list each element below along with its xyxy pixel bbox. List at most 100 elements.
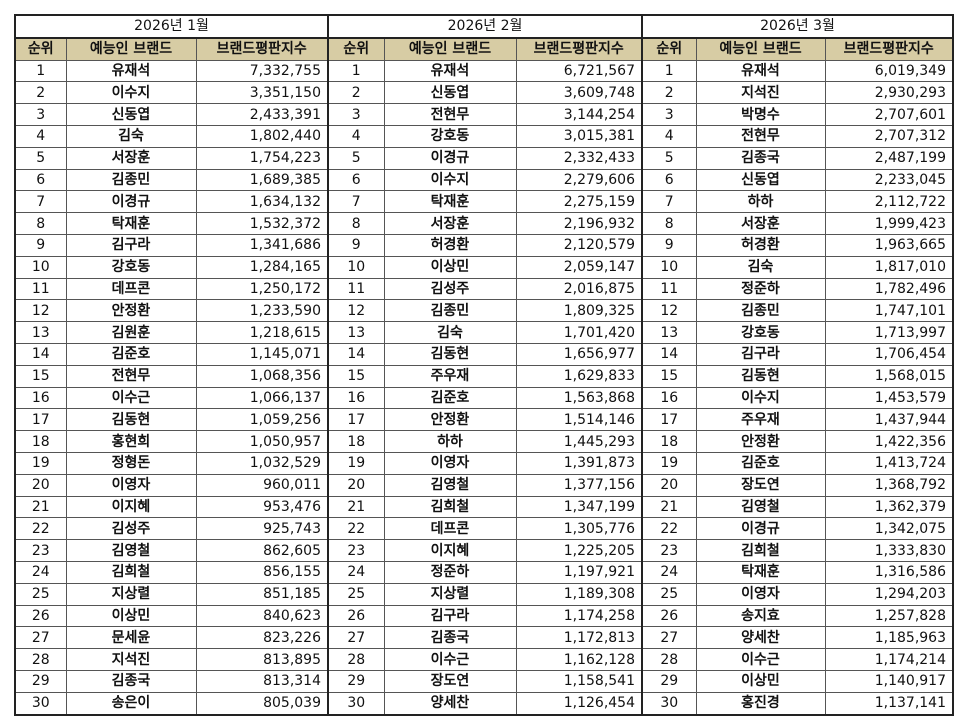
rank-cell: 22 [641, 517, 697, 541]
brand-name-cell: 송지효 [695, 604, 826, 628]
score-cell: 1,341,686 [195, 233, 329, 257]
brand-name-cell: 이영자 [695, 582, 826, 606]
brand-name-cell: 김준호 [383, 386, 517, 410]
score-cell: 1,225,205 [515, 539, 643, 562]
brand-name-cell: 김종민 [383, 299, 517, 323]
score-cell: 1,963,665 [824, 233, 954, 257]
brand-name-cell: 안정환 [65, 299, 197, 323]
brand-name-cell: 하하 [383, 430, 517, 453]
score-cell: 2,059,147 [515, 255, 643, 279]
score-cell: 1,532,372 [195, 212, 329, 235]
header-brand: 예능인 브랜드 [695, 37, 826, 61]
brand-name-cell: 탁재훈 [65, 212, 197, 235]
rank-cell: 29 [641, 669, 697, 693]
rank-cell: 29 [14, 669, 67, 693]
rank-cell: 11 [327, 277, 385, 301]
rank-cell: 20 [14, 473, 67, 497]
brand-name-cell: 김숙 [695, 255, 826, 279]
brand-name-cell: 김희철 [383, 495, 517, 519]
brand-name-cell: 이수지 [383, 168, 517, 192]
brand-name-cell: 이수근 [65, 386, 197, 410]
rank-cell: 25 [641, 582, 697, 606]
score-cell: 1,250,172 [195, 277, 329, 301]
rank-cell: 20 [641, 473, 697, 497]
rank-cell: 19 [14, 451, 67, 475]
brand-name-cell: 김영철 [695, 495, 826, 519]
brand-name-cell: 강호동 [383, 124, 517, 148]
brand-name-cell: 김희철 [695, 539, 826, 562]
rank-cell: 30 [327, 691, 385, 716]
rank-cell: 29 [327, 669, 385, 693]
brand-name-cell: 이경규 [695, 517, 826, 541]
rank-cell: 23 [641, 539, 697, 562]
rank-cell: 9 [641, 233, 697, 257]
brand-name-cell: 전현무 [65, 364, 197, 388]
table-row: 1 유재석 7,332,755 1 유재석 6,721,567 1 유재석 6,019,349 [14, 59, 954, 83]
header-rank: 순위 [641, 37, 697, 61]
rank-cell: 9 [14, 233, 67, 257]
table-row: 2 이수지 3,351,150 2 신동엽 3,609,748 2 지석진 2,930,293 [14, 81, 954, 105]
score-cell: 925,743 [195, 517, 329, 541]
rank-cell: 4 [327, 124, 385, 148]
table-row: 17 김동현 1,059,256 17 안정환 1,514,146 17 주우재 1,437,9… [14, 408, 954, 432]
table-row: 5 서장훈 1,754,223 5 이경규 2,332,433 5 김종국 2,487,199 [14, 146, 954, 170]
brand-name-cell: 김숙 [65, 124, 197, 148]
table-row: 27 문세윤 823,226 27 김종국 1,172,813 27 양세찬 1,185,963 [14, 626, 954, 650]
score-cell: 1,126,454 [515, 691, 643, 716]
brand-name-cell: 김동현 [695, 364, 826, 388]
score-cell: 3,144,254 [515, 103, 643, 126]
score-cell: 1,999,423 [824, 212, 954, 235]
brand-name-cell: 김종국 [65, 669, 197, 693]
rank-cell: 19 [641, 451, 697, 475]
rank-cell: 18 [327, 430, 385, 453]
table-row: 28 지석진 813,895 28 이수근 1,162,128 28 이수근 1,174,214 [14, 648, 954, 671]
rank-cell: 2 [641, 81, 697, 105]
rank-cell: 16 [14, 386, 67, 410]
rank-cell: 8 [641, 212, 697, 235]
table-row: 11 데프콘 1,250,172 11 김성주 2,016,875 11 정준하 1,782,4… [14, 277, 954, 301]
brand-name-cell: 안정환 [383, 408, 517, 432]
rank-cell: 23 [14, 539, 67, 562]
brand-name-cell: 전현무 [383, 103, 517, 126]
score-cell: 2,233,045 [824, 168, 954, 192]
score-cell: 2,930,293 [824, 81, 954, 105]
month-title: 2026년 3월 [641, 14, 954, 39]
score-cell: 953,476 [195, 495, 329, 519]
brand-name-cell: 김종민 [695, 299, 826, 323]
brand-name-cell: 이영자 [383, 451, 517, 475]
brand-name-cell: 유재석 [65, 59, 197, 83]
score-cell: 1,032,529 [195, 451, 329, 475]
rank-cell: 24 [14, 560, 67, 584]
score-cell: 6,721,567 [515, 59, 643, 83]
brand-name-cell: 이수지 [695, 386, 826, 410]
rank-cell: 17 [14, 408, 67, 432]
brand-name-cell: 데프콘 [65, 277, 197, 301]
rank-cell: 28 [641, 648, 697, 671]
brand-name-cell: 문세윤 [65, 626, 197, 650]
rank-cell: 15 [14, 364, 67, 388]
score-cell: 1,453,579 [824, 386, 954, 410]
brand-name-cell: 장도연 [695, 473, 826, 497]
score-cell: 813,314 [195, 669, 329, 693]
score-cell: 1,137,141 [824, 691, 954, 716]
score-cell: 2,487,199 [824, 146, 954, 170]
month-title: 2026년 2월 [327, 14, 643, 39]
brand-name-cell: 이경규 [383, 146, 517, 170]
table-row: 22 김성주 925,743 22 데프콘 1,305,776 22 이경규 1,342,075 [14, 517, 954, 541]
score-cell: 1,347,199 [515, 495, 643, 519]
brand-name-cell: 유재석 [695, 59, 826, 83]
score-cell: 2,120,579 [515, 233, 643, 257]
brand-name-cell: 김영철 [383, 473, 517, 497]
score-cell: 1,197,921 [515, 560, 643, 584]
month-title: 2026년 1월 [14, 14, 329, 39]
table-row: 24 김희철 856,155 24 정준하 1,197,921 24 탁재훈 1,316,586 [14, 560, 954, 584]
rank-cell: 12 [327, 299, 385, 323]
rank-cell: 10 [641, 255, 697, 279]
score-cell: 1,305,776 [515, 517, 643, 541]
score-cell: 2,433,391 [195, 103, 329, 126]
score-cell: 2,275,159 [515, 190, 643, 214]
rank-cell: 2 [14, 81, 67, 105]
rank-cell: 24 [641, 560, 697, 584]
brand-name-cell: 김종국 [383, 626, 517, 650]
brand-name-cell: 김구라 [65, 233, 197, 257]
